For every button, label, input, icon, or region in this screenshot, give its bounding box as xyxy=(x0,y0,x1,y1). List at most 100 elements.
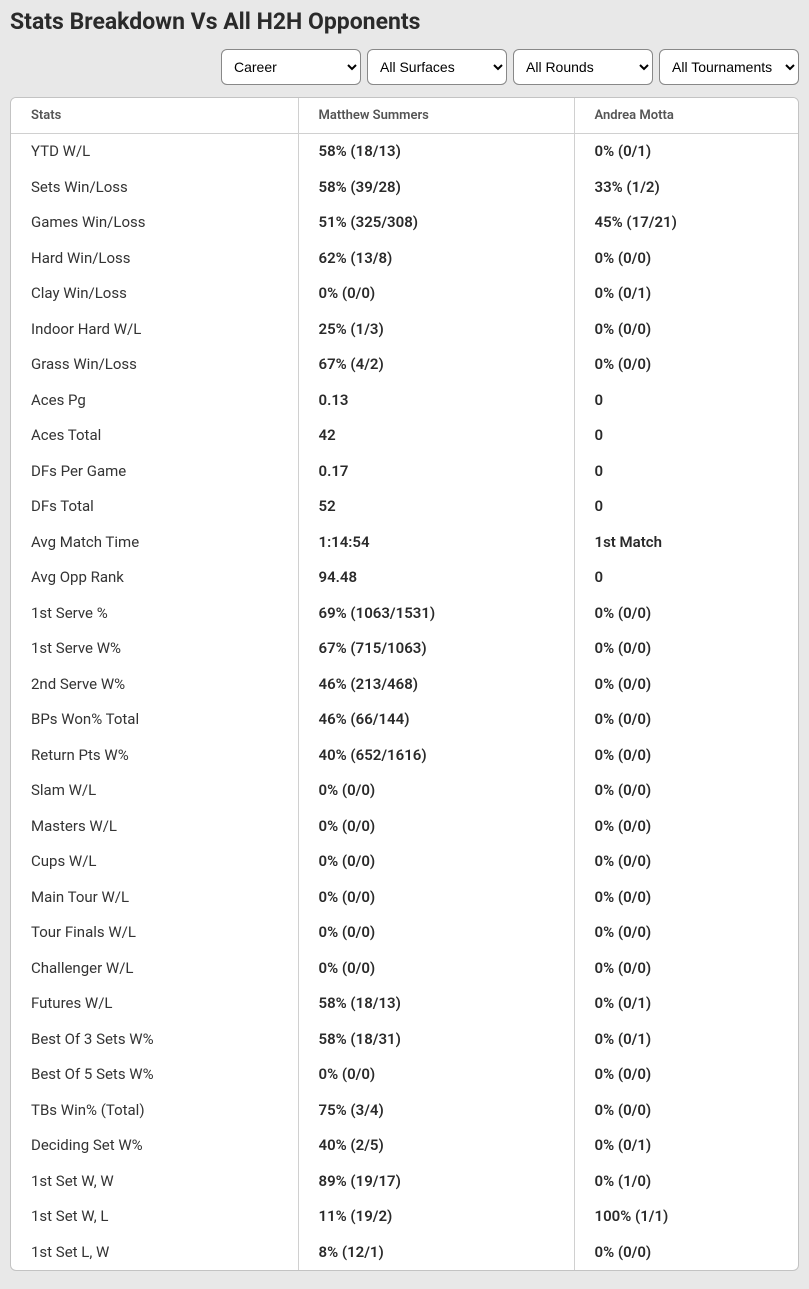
player2-value: 0 xyxy=(574,560,798,596)
player1-value: 46% (66/144) xyxy=(298,702,574,738)
table-row: Cups W/L0% (0/0)0% (0/0) xyxy=(11,844,798,880)
stat-label: Cups W/L xyxy=(11,844,298,880)
table-row: Grass Win/Loss67% (4/2)0% (0/0) xyxy=(11,347,798,383)
table-row: Avg Opp Rank94.480 xyxy=(11,560,798,596)
player1-value: 58% (18/13) xyxy=(298,134,574,170)
table-row: 1st Serve %69% (1063/1531)0% (0/0) xyxy=(11,596,798,632)
table-row: Best Of 3 Sets W%58% (18/31)0% (0/1) xyxy=(11,1022,798,1058)
table-row: Masters W/L0% (0/0)0% (0/0) xyxy=(11,809,798,845)
stat-label: 1st Serve % xyxy=(11,596,298,632)
player1-value: 40% (652/1616) xyxy=(298,738,574,774)
player1-value: 52 xyxy=(298,489,574,525)
table-row: Aces Total420 xyxy=(11,418,798,454)
stat-label: Indoor Hard W/L xyxy=(11,312,298,348)
player1-value: 51% (325/308) xyxy=(298,205,574,241)
player2-value: 0% (0/0) xyxy=(574,844,798,880)
player1-value: 11% (19/2) xyxy=(298,1199,574,1235)
player2-value: 0 xyxy=(574,383,798,419)
player2-value: 0% (0/0) xyxy=(574,241,798,277)
table-row: Sets Win/Loss58% (39/28)33% (1/2) xyxy=(11,170,798,206)
table-row: Aces Pg0.130 xyxy=(11,383,798,419)
player1-value: 0% (0/0) xyxy=(298,1057,574,1093)
col-header-player1: Matthew Summers xyxy=(298,98,574,134)
filter-period-select[interactable]: Career xyxy=(221,49,361,85)
stat-label: YTD W/L xyxy=(11,134,298,170)
stat-label: Grass Win/Loss xyxy=(11,347,298,383)
stat-label: DFs Total xyxy=(11,489,298,525)
player2-value: 45% (17/21) xyxy=(574,205,798,241)
player2-value: 100% (1/1) xyxy=(574,1199,798,1235)
player1-value: 89% (19/17) xyxy=(298,1164,574,1200)
player1-value: 0.13 xyxy=(298,383,574,419)
stat-label: Best Of 5 Sets W% xyxy=(11,1057,298,1093)
player1-value: 58% (18/31) xyxy=(298,1022,574,1058)
col-header-player2: Andrea Motta xyxy=(574,98,798,134)
player1-value: 1:14:54 xyxy=(298,525,574,561)
stat-label: Slam W/L xyxy=(11,773,298,809)
player1-value: 67% (715/1063) xyxy=(298,631,574,667)
player1-value: 62% (13/8) xyxy=(298,241,574,277)
player1-value: 94.48 xyxy=(298,560,574,596)
stat-label: Hard Win/Loss xyxy=(11,241,298,277)
table-row: TBs Win% (Total)75% (3/4)0% (0/0) xyxy=(11,1093,798,1129)
player2-value: 0% (0/1) xyxy=(574,1022,798,1058)
stat-label: TBs Win% (Total) xyxy=(11,1093,298,1129)
table-row: Best Of 5 Sets W%0% (0/0)0% (0/0) xyxy=(11,1057,798,1093)
player1-value: 0% (0/0) xyxy=(298,773,574,809)
table-header-row: Stats Matthew Summers Andrea Motta xyxy=(11,98,798,134)
player2-value: 0% (0/0) xyxy=(574,738,798,774)
filters-bar: Career All Surfaces All Rounds All Tourn… xyxy=(10,49,799,85)
player2-value: 0% (0/1) xyxy=(574,986,798,1022)
player2-value: 0% (0/0) xyxy=(574,667,798,703)
player1-value: 25% (1/3) xyxy=(298,312,574,348)
stat-label: DFs Per Game xyxy=(11,454,298,490)
stat-label: Deciding Set W% xyxy=(11,1128,298,1164)
stat-label: Best Of 3 Sets W% xyxy=(11,1022,298,1058)
table-row: Deciding Set W%40% (2/5)0% (0/1) xyxy=(11,1128,798,1164)
player1-value: 0% (0/0) xyxy=(298,276,574,312)
player1-value: 58% (39/28) xyxy=(298,170,574,206)
stat-label: Aces Total xyxy=(11,418,298,454)
player1-value: 0% (0/0) xyxy=(298,951,574,987)
stat-label: Futures W/L xyxy=(11,986,298,1022)
filter-surface-select[interactable]: All Surfaces xyxy=(367,49,507,85)
stat-label: BPs Won% Total xyxy=(11,702,298,738)
table-row: Main Tour W/L0% (0/0)0% (0/0) xyxy=(11,880,798,916)
player2-value: 0% (0/0) xyxy=(574,702,798,738)
stat-label: Return Pts W% xyxy=(11,738,298,774)
player1-value: 0% (0/0) xyxy=(298,844,574,880)
table-row: BPs Won% Total46% (66/144)0% (0/0) xyxy=(11,702,798,738)
table-row: Challenger W/L0% (0/0)0% (0/0) xyxy=(11,951,798,987)
table-row: Games Win/Loss51% (325/308)45% (17/21) xyxy=(11,205,798,241)
table-row: 1st Serve W%67% (715/1063)0% (0/0) xyxy=(11,631,798,667)
table-row: Indoor Hard W/L25% (1/3)0% (0/0) xyxy=(11,312,798,348)
stat-label: Masters W/L xyxy=(11,809,298,845)
stat-label: Tour Finals W/L xyxy=(11,915,298,951)
player1-value: 69% (1063/1531) xyxy=(298,596,574,632)
stat-label: Clay Win/Loss xyxy=(11,276,298,312)
player1-value: 0% (0/0) xyxy=(298,880,574,916)
stats-table-container: Stats Matthew Summers Andrea Motta YTD W… xyxy=(10,97,799,1271)
player1-value: 58% (18/13) xyxy=(298,986,574,1022)
table-row: Tour Finals W/L0% (0/0)0% (0/0) xyxy=(11,915,798,951)
player2-value: 33% (1/2) xyxy=(574,170,798,206)
player2-value: 0% (1/0) xyxy=(574,1164,798,1200)
table-row: Hard Win/Loss62% (13/8)0% (0/0) xyxy=(11,241,798,277)
player2-value: 0 xyxy=(574,418,798,454)
player2-value: 0 xyxy=(574,454,798,490)
player1-value: 40% (2/5) xyxy=(298,1128,574,1164)
player2-value: 1st Match xyxy=(574,525,798,561)
stat-label: 2nd Serve W% xyxy=(11,667,298,703)
player2-value: 0 xyxy=(574,489,798,525)
filter-round-select[interactable]: All Rounds xyxy=(513,49,653,85)
player1-value: 0.17 xyxy=(298,454,574,490)
player2-value: 0% (0/0) xyxy=(574,312,798,348)
filter-tournament-select[interactable]: All Tournaments xyxy=(659,49,799,85)
table-row: Return Pts W%40% (652/1616)0% (0/0) xyxy=(11,738,798,774)
stat-label: Avg Match Time xyxy=(11,525,298,561)
stat-label: Aces Pg xyxy=(11,383,298,419)
player2-value: 0% (0/1) xyxy=(574,134,798,170)
player2-value: 0% (0/0) xyxy=(574,1093,798,1129)
stat-label: 1st Set W, L xyxy=(11,1199,298,1235)
player1-value: 46% (213/468) xyxy=(298,667,574,703)
